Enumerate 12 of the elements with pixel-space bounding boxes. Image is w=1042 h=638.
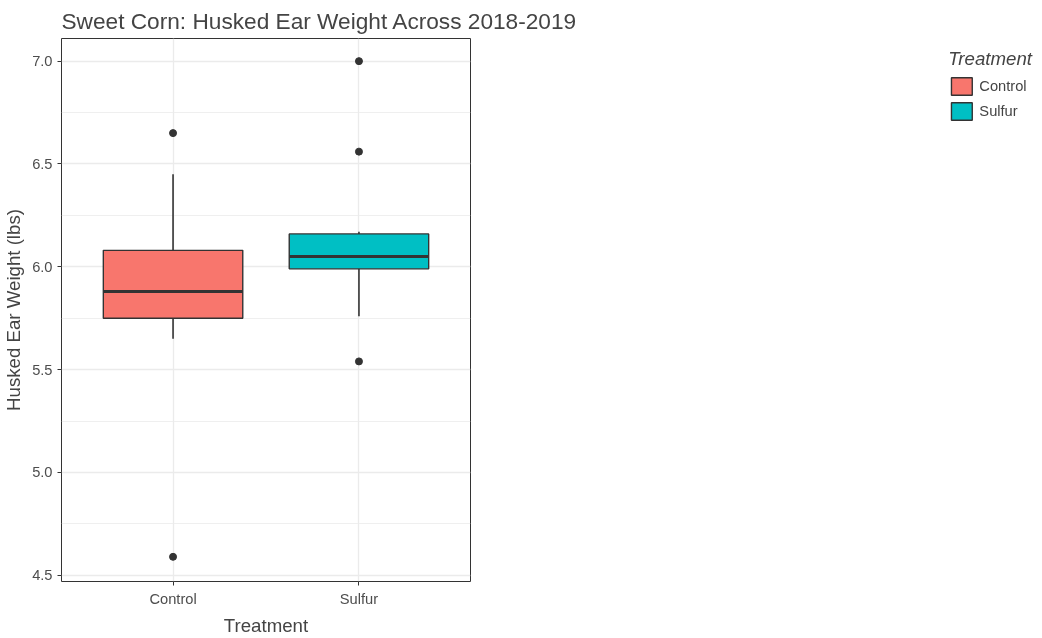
legend-title: Treatment bbox=[948, 48, 1032, 70]
chart-title: Sweet Corn: Husked Ear Weight Across 2018-2019 bbox=[61, 7, 577, 34]
y-tick-label: 4.5 bbox=[32, 567, 53, 584]
legend-label: Sulfur bbox=[979, 103, 1018, 119]
y-tick-label: 5.5 bbox=[32, 361, 53, 378]
y-tick-label: 7.0 bbox=[32, 53, 53, 70]
y-axis-title: Husked Ear Weight (lbs) bbox=[3, 209, 25, 411]
x-axis-title: Treatment bbox=[223, 614, 309, 636]
y-tick-label: 6.5 bbox=[32, 155, 53, 172]
y-tick-label: 6.0 bbox=[32, 258, 53, 275]
y-tick-label: 5.0 bbox=[32, 464, 53, 481]
legend-label: Control bbox=[979, 78, 1027, 94]
